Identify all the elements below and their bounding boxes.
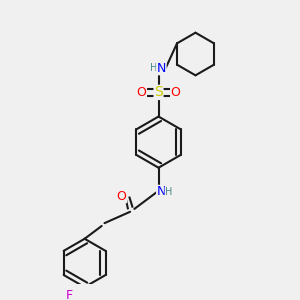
Text: O: O — [136, 86, 146, 99]
Text: O: O — [171, 86, 181, 99]
Text: H: H — [150, 63, 158, 73]
Text: H: H — [165, 187, 172, 197]
Text: N: N — [157, 62, 166, 75]
Text: O: O — [117, 190, 127, 202]
Text: F: F — [65, 289, 73, 300]
Text: N: N — [157, 185, 166, 198]
Text: S: S — [154, 85, 163, 99]
